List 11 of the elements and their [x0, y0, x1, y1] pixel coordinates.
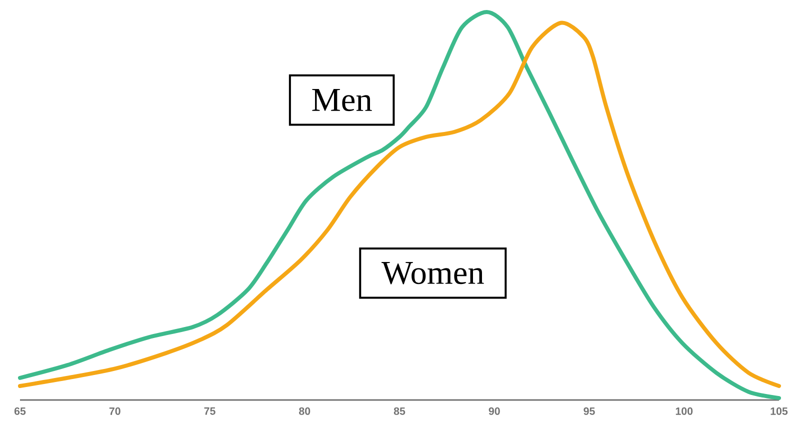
x-tick-label: 70 [109, 407, 120, 415]
x-tick-label: 85 [394, 407, 406, 415]
series-label: Men [312, 88, 372, 112]
x-tick-label: 105 [770, 407, 788, 415]
x-tick-label: 90 [488, 407, 500, 415]
x-tick-label: 75 [204, 407, 216, 415]
x-tick-label: 100 [676, 407, 693, 415]
x-tick-label: 65 [14, 407, 26, 415]
series-label: Women [382, 262, 484, 284]
x-tick-label: 95 [584, 407, 595, 415]
x-tick-label: 80 [299, 407, 310, 415]
